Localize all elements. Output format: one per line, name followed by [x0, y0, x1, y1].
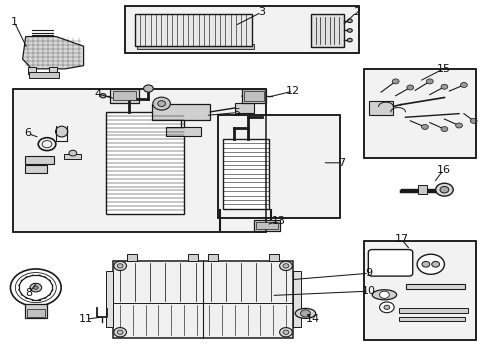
Circle shape: [439, 186, 448, 193]
Circle shape: [279, 261, 292, 271]
Text: 5: 5: [233, 108, 240, 118]
Text: 11: 11: [79, 314, 93, 324]
Polygon shape: [363, 69, 475, 158]
Polygon shape: [242, 89, 266, 103]
Polygon shape: [110, 89, 139, 103]
Circle shape: [440, 127, 447, 132]
Circle shape: [406, 85, 413, 90]
Text: 8: 8: [25, 288, 33, 298]
Polygon shape: [244, 91, 264, 101]
Text: 15: 15: [436, 64, 449, 74]
Polygon shape: [137, 44, 254, 49]
Circle shape: [379, 302, 393, 313]
Text: 14: 14: [305, 314, 319, 324]
Polygon shape: [363, 241, 475, 339]
Ellipse shape: [295, 309, 315, 319]
Text: 7: 7: [338, 158, 345, 168]
Circle shape: [153, 97, 170, 110]
Circle shape: [346, 29, 351, 32]
Circle shape: [117, 264, 123, 268]
Polygon shape: [368, 101, 392, 116]
Circle shape: [100, 94, 106, 98]
Circle shape: [30, 283, 41, 292]
Text: 4: 4: [95, 89, 102, 99]
Circle shape: [283, 330, 288, 334]
Polygon shape: [268, 254, 278, 261]
Polygon shape: [29, 72, 59, 78]
Polygon shape: [105, 112, 183, 214]
Polygon shape: [217, 116, 339, 218]
Text: 10: 10: [361, 286, 375, 296]
Polygon shape: [166, 127, 200, 136]
Circle shape: [114, 261, 126, 271]
Circle shape: [440, 84, 447, 89]
Text: 9: 9: [365, 268, 372, 278]
Text: 6: 6: [24, 129, 31, 138]
Circle shape: [158, 101, 165, 107]
Circle shape: [279, 328, 292, 337]
Polygon shape: [49, 67, 57, 74]
Circle shape: [383, 305, 389, 310]
Text: 16: 16: [436, 165, 449, 175]
Polygon shape: [22, 37, 83, 69]
Text: 13: 13: [271, 216, 285, 226]
Circle shape: [421, 125, 427, 130]
Circle shape: [346, 19, 351, 23]
Polygon shape: [25, 156, 54, 164]
Text: 2: 2: [352, 7, 360, 17]
Circle shape: [143, 85, 153, 92]
Polygon shape: [406, 284, 464, 289]
Circle shape: [300, 310, 310, 317]
Polygon shape: [398, 308, 468, 313]
FancyBboxPatch shape: [367, 249, 412, 276]
Polygon shape: [310, 14, 343, 46]
Polygon shape: [64, 154, 81, 159]
Polygon shape: [113, 261, 293, 338]
Polygon shape: [207, 254, 217, 261]
Polygon shape: [398, 317, 464, 321]
Polygon shape: [417, 185, 427, 194]
Polygon shape: [188, 254, 198, 261]
Circle shape: [431, 261, 439, 267]
Circle shape: [435, 183, 452, 196]
Polygon shape: [127, 254, 137, 261]
Circle shape: [421, 261, 429, 267]
Polygon shape: [113, 91, 136, 100]
Circle shape: [460, 82, 467, 87]
Circle shape: [379, 291, 388, 298]
Circle shape: [416, 254, 444, 274]
Polygon shape: [152, 104, 210, 120]
Polygon shape: [222, 139, 268, 209]
Polygon shape: [135, 14, 251, 45]
Circle shape: [283, 264, 288, 268]
Text: 12: 12: [285, 86, 300, 96]
Polygon shape: [105, 271, 113, 327]
Circle shape: [114, 328, 126, 337]
Circle shape: [33, 286, 38, 289]
Polygon shape: [25, 305, 46, 318]
Circle shape: [69, 150, 77, 156]
Ellipse shape: [371, 290, 396, 300]
Circle shape: [426, 79, 432, 84]
Circle shape: [391, 79, 398, 84]
Polygon shape: [125, 6, 358, 53]
Text: 1: 1: [11, 17, 18, 27]
Polygon shape: [293, 271, 300, 327]
Polygon shape: [27, 309, 44, 317]
Text: 3: 3: [258, 7, 264, 17]
Polygon shape: [28, 67, 36, 74]
Circle shape: [469, 118, 476, 123]
Circle shape: [117, 330, 123, 334]
Ellipse shape: [56, 126, 68, 137]
Polygon shape: [25, 165, 47, 173]
Text: 17: 17: [394, 234, 408, 244]
Polygon shape: [234, 103, 254, 113]
Circle shape: [455, 123, 462, 128]
Circle shape: [346, 39, 351, 42]
Polygon shape: [13, 89, 266, 232]
Polygon shape: [254, 220, 279, 231]
Polygon shape: [256, 222, 277, 229]
